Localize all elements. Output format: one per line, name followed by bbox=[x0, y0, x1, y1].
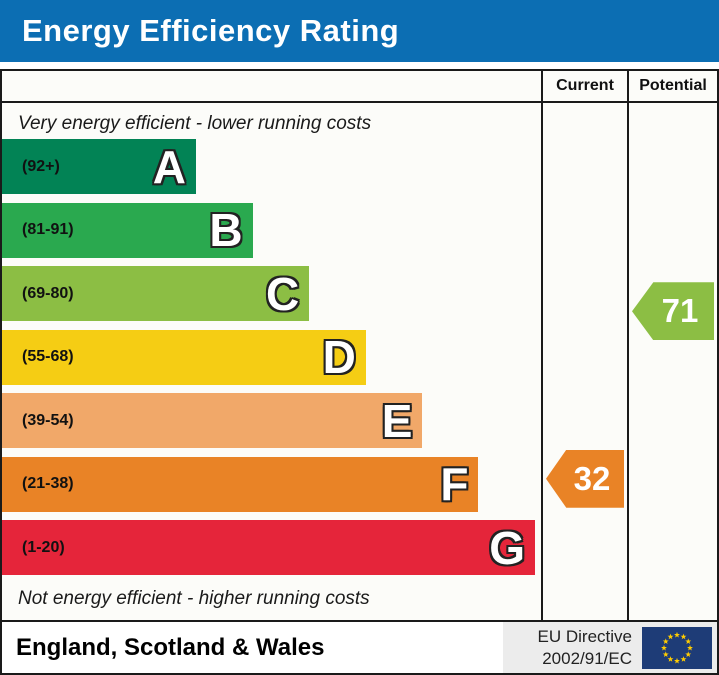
band-range-label: (92+) bbox=[22, 157, 60, 175]
potential-rating-arrow: 71 bbox=[632, 282, 714, 341]
current-column-header: Current bbox=[541, 71, 627, 101]
potential-rating-column: 71 bbox=[627, 103, 717, 620]
band-letter: F bbox=[440, 458, 469, 510]
band-row-A: (92+) A bbox=[2, 139, 541, 194]
band-D: (55-68) D bbox=[2, 329, 366, 385]
band-range-label: (39-54) bbox=[22, 411, 74, 429]
bands-column: Very energy efficient - lower running co… bbox=[2, 103, 541, 620]
band-range-label: (55-68) bbox=[22, 348, 74, 365]
region-label: England, Scotland & Wales bbox=[16, 633, 325, 661]
header-spacer-cell bbox=[2, 71, 541, 101]
current-rating-column: 32 bbox=[541, 103, 627, 620]
eu-directive-label: EU Directive 2002/91/EC bbox=[538, 626, 632, 669]
band-letter: B bbox=[209, 204, 243, 256]
band-row-B: (81-91) B bbox=[2, 202, 541, 258]
current-rating-arrow: 32 bbox=[546, 449, 624, 508]
rating-bands: (92+) A (81-91) B (69-80) C (55-68) D (39-54) E (2… bbox=[2, 139, 541, 575]
title-divider bbox=[0, 62, 719, 69]
band-range-label: (21-38) bbox=[22, 475, 74, 492]
table-header-row: Current Potential bbox=[2, 71, 717, 103]
band-range-label: (69-80) bbox=[22, 284, 74, 302]
band-row-C: (69-80) C bbox=[2, 266, 541, 321]
band-F: (21-38) F bbox=[2, 456, 479, 512]
eu-directive-box: EU Directive 2002/91/EC bbox=[503, 622, 717, 673]
chart-title: Energy Efficiency Rating bbox=[22, 13, 400, 48]
band-row-G: (1-20) G bbox=[2, 520, 541, 575]
top-caption: Very energy efficient - lower running co… bbox=[18, 113, 372, 134]
rating-table: Current Potential Very energy efficient … bbox=[0, 69, 719, 675]
bottom-caption: Not energy efficient - higher running co… bbox=[18, 587, 370, 609]
band-range-label: (1-20) bbox=[22, 538, 65, 556]
eu-directive-line2: 2002/91/EC bbox=[542, 648, 632, 668]
band-C: (69-80) C bbox=[2, 266, 310, 321]
band-row-E: (39-54) E bbox=[2, 393, 541, 448]
eu-flag-icon bbox=[642, 626, 712, 669]
table-footer-row: England, Scotland & Wales EU Directive 2… bbox=[2, 620, 717, 673]
band-letter: E bbox=[381, 394, 413, 447]
band-G: (1-20) G bbox=[2, 520, 536, 575]
band-letter: G bbox=[489, 521, 526, 574]
chart-body: Very energy efficient - lower running co… bbox=[2, 103, 717, 620]
eu-directive-line1: EU Directive bbox=[537, 627, 632, 647]
band-range-label: (81-91) bbox=[22, 221, 74, 238]
band-letter: C bbox=[265, 267, 300, 320]
band-A: (92+) A bbox=[2, 139, 197, 194]
band-B: (81-91) B bbox=[2, 202, 253, 258]
band-letter: A bbox=[152, 140, 187, 193]
potential-column-header: Potential bbox=[627, 71, 717, 101]
band-row-F: (21-38) F bbox=[2, 456, 541, 512]
band-row-D: (55-68) D bbox=[2, 329, 541, 385]
chart-title-bar: Energy Efficiency Rating bbox=[0, 0, 719, 62]
band-letter: D bbox=[322, 331, 356, 383]
band-E: (39-54) E bbox=[2, 393, 423, 448]
